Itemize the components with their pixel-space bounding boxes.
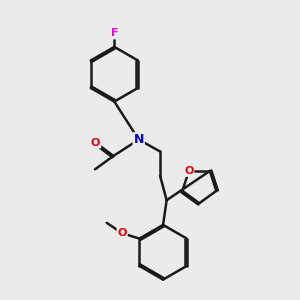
Text: N: N (134, 133, 144, 146)
Text: F: F (111, 28, 118, 38)
Text: O: O (118, 228, 127, 238)
Text: O: O (184, 166, 194, 176)
Text: O: O (91, 138, 100, 148)
